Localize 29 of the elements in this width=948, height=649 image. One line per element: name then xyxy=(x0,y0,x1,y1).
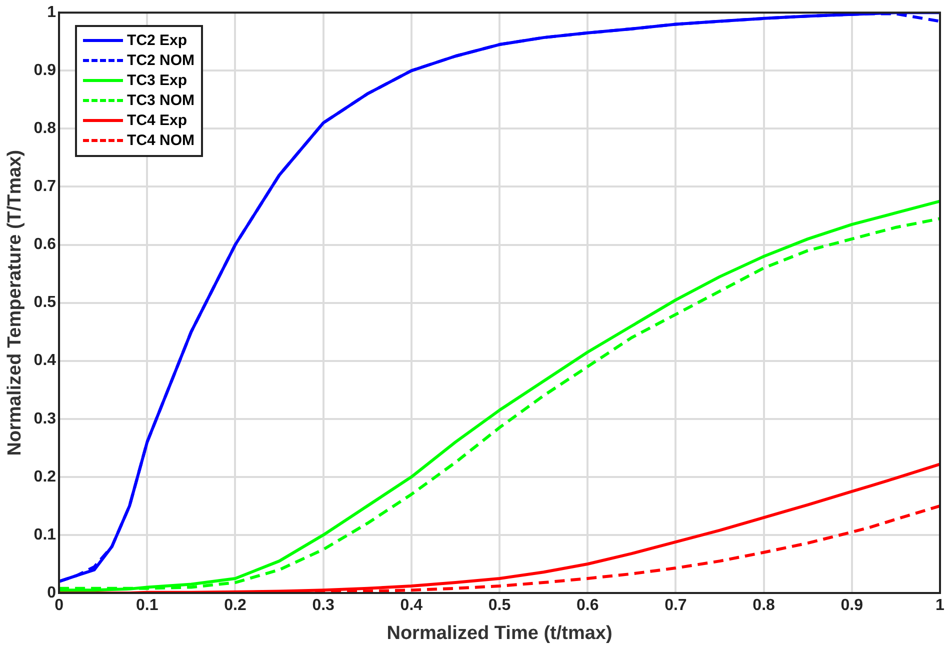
y-tick-label: 0.4 xyxy=(34,352,56,370)
x-tick-label: 0.2 xyxy=(224,597,246,614)
legend-label: TC2 NOM xyxy=(127,52,195,70)
y-tick-label: 0.5 xyxy=(34,294,56,312)
legend-label: TC4 Exp xyxy=(127,112,188,130)
x-tick-label: 0.1 xyxy=(136,597,158,614)
y-tick-label: 0.1 xyxy=(34,526,56,544)
legend-label: TC4 NOM xyxy=(127,132,195,150)
x-tick-label: 0.3 xyxy=(312,597,335,614)
legend-label: TC3 Exp xyxy=(127,72,188,90)
x-axis-title: Normalized Time (t/tmax) xyxy=(386,622,612,644)
y-axis-title: Normalized Temperature (T/Tmax) xyxy=(4,150,26,456)
y-tick-label: 0.3 xyxy=(34,410,56,428)
x-tick-label: 0.6 xyxy=(576,597,599,614)
y-tick-label: 0.7 xyxy=(34,178,56,196)
x-tick-label: 0.4 xyxy=(400,597,423,614)
y-tick-label: 0.2 xyxy=(34,468,56,486)
legend-label: TC3 NOM xyxy=(127,92,195,110)
y-tick-label: 0.6 xyxy=(34,236,56,254)
x-tick-label: 0.7 xyxy=(664,597,687,614)
legend-label: TC2 Exp xyxy=(127,32,188,50)
x-tick-label: 0.9 xyxy=(840,597,864,614)
y-tick-label: 0 xyxy=(47,584,56,602)
y-tick-label: 0.9 xyxy=(34,62,56,80)
y-tick-label: 1 xyxy=(47,4,56,22)
x-tick-label: 0.8 xyxy=(752,597,776,614)
x-tick-label: 1 xyxy=(936,597,945,614)
y-tick-label: 0.8 xyxy=(34,120,56,138)
x-tick-label: 0.5 xyxy=(488,597,511,614)
